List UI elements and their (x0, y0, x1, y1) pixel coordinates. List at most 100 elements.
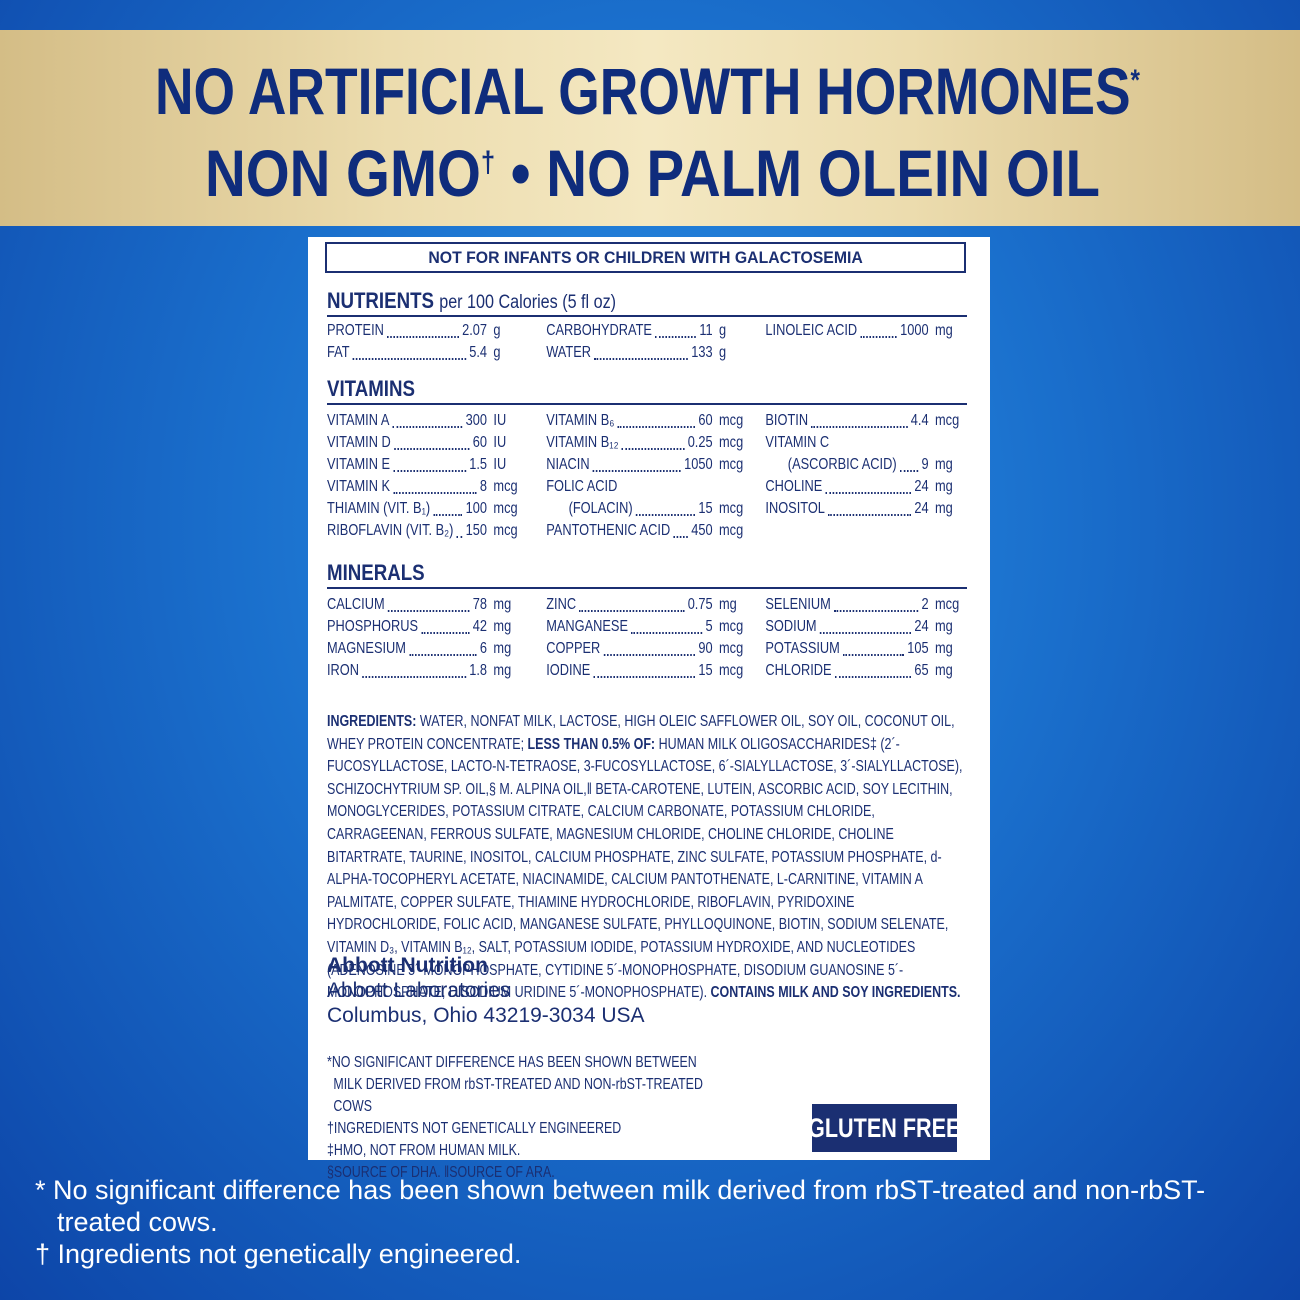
nutrient-amount: 5.4 (469, 344, 487, 361)
nutrient-unit: mcg (719, 618, 744, 635)
nutrient-amount: 60 (698, 412, 713, 429)
leader (592, 470, 681, 472)
table-column: ZINC 0.75 mg MANGANESE 5 mcg COPPER 90 mcg IODINE… (546, 596, 746, 684)
nutrient-name: PHOSPHORUS (327, 618, 419, 635)
nutrient-amount: 2 (921, 596, 929, 613)
footnote: §SOURCE OF DHA. ‖SOURCE OF ARA. (327, 1164, 555, 1181)
leader (860, 336, 897, 338)
table-column: VITAMIN A 300 IU VITAMIN D 60 IU VITAMIN E 1.5 I… (327, 412, 521, 544)
manufacturer-name: Abbott Nutrition (327, 954, 488, 977)
nutrient-amount: 1050 (684, 456, 713, 473)
nutrient-row: COPPER 90 mcg (546, 640, 746, 662)
nutrient-row: FOLIC ACID (546, 478, 746, 500)
nutrient-row: SELENIUM 2 mcg (765, 596, 962, 618)
nutrient-name: FAT (327, 344, 350, 361)
nutrient-amount: 105 (907, 640, 929, 657)
nutrient-amount: 24 (914, 618, 929, 635)
nutrient-row: NIACIN 1050 mcg (546, 456, 746, 478)
table-column: VITAMIN B₆ 60 mcg VITAMIN B₁₂ 0.25 mcg NIACIN 1… (546, 412, 746, 544)
nutrient-amount: 133 (691, 344, 713, 361)
table-column: LINOLEIC ACID 1000 mg (765, 322, 962, 344)
nutrient-name: PROTEIN (327, 322, 384, 339)
footer: * No significant difference has been sho… (35, 1174, 1235, 1270)
nutrient-unit: mg (935, 662, 953, 679)
section-heading: MINERALS (327, 560, 1007, 586)
leader (352, 358, 466, 360)
nutrient-name: THIAMIN (VIT. B₁) (327, 500, 431, 517)
nutrient-unit: mcg (719, 434, 744, 451)
nutrient-amount: 78 (472, 596, 487, 613)
nutrient-amount: 0.75 (687, 596, 713, 613)
footer-note: * No significant difference has been sho… (35, 1175, 1206, 1237)
nutrient-row: CALCIUM 78 mg (327, 596, 521, 618)
ingredients-bold: INGREDIENTS: (327, 713, 417, 730)
nutrient-amount: 90 (698, 640, 713, 657)
leader (393, 470, 466, 472)
banner-text: NO ARTIFICIAL GROWTH HORMONES (155, 54, 1131, 128)
nutrient-amount: 8 (479, 478, 487, 495)
section-rule (327, 587, 967, 589)
leader (811, 426, 908, 428)
nutrient-name: RIBOFLAVIN (VIT. B₂) (327, 522, 454, 539)
nutrient-name: VITAMIN D (327, 434, 391, 451)
banner-mark: * (1131, 64, 1141, 97)
table-column: PROTEIN 2.07 g FAT 5.4 g (327, 322, 521, 366)
nutrient-row: VITAMIN B₆ 60 mcg (546, 412, 746, 434)
leader (834, 676, 912, 678)
nutrient-unit: IU (493, 434, 507, 451)
nutrient-unit: mg (935, 478, 953, 495)
leader (456, 536, 463, 538)
section-rule (327, 315, 967, 317)
nutrient-unit: g (719, 322, 727, 339)
nutrient-row: WATER 133 g (546, 344, 746, 366)
nutrient-name: MAGNESIUM (327, 640, 406, 657)
nutrient-row: INOSITOL 24 mg (765, 500, 962, 522)
nutrient-amount: 42 (472, 618, 487, 635)
nutrient-name: (FOLACIN) (568, 500, 633, 517)
manufacturer-company: Abbott Laboratories (327, 979, 511, 1002)
ingredients-bold: LESS THAN 0.5% OF: (527, 735, 656, 753)
nutrient-row: VITAMIN K 8 mcg (327, 478, 521, 500)
nutrient-name: VITAMIN K (327, 478, 391, 495)
leader (819, 632, 912, 634)
nutrient-unit: mg (493, 662, 512, 679)
banner-line: NO ARTIFICIAL GROWTH HORMONES* (155, 54, 1140, 128)
banner-mark: † (481, 146, 495, 179)
nutrient-unit: mg (935, 456, 953, 473)
warning-box: NOT FOR INFANTS OR CHILDREN WITH GALACTO… (325, 242, 966, 273)
banner-text: • NO PALM OLEIN OIL (495, 136, 1100, 210)
nutrient-unit: g (493, 344, 501, 361)
nutrient-name: IRON (327, 662, 359, 679)
nutrient-amount: 15 (698, 500, 713, 517)
nutrient-row: BIOTIN 4.4 mcg (765, 412, 962, 434)
leader (387, 610, 470, 612)
nutrient-amount: 0.25 (687, 434, 713, 451)
nutrient-name: CALCIUM (327, 596, 385, 613)
leader (433, 514, 463, 516)
nutrient-row: IODINE 15 mcg (546, 662, 746, 684)
nutrient-unit: mcg (935, 596, 960, 613)
nutrient-name: CARBOHYDRATE (546, 322, 652, 339)
banner: NO ARTIFICIAL GROWTH HORMONES* NON GMO† … (0, 30, 1300, 226)
leader (834, 610, 919, 612)
nutrient-unit: mcg (719, 500, 744, 517)
nutrient-amount: 24 (914, 500, 929, 517)
nutrient-amount: 6 (479, 640, 487, 657)
ingredients-text: WATER, NONFAT MILK, LACTOSE, HIGH OLEIC … (327, 713, 955, 753)
nutrient-unit: mcg (493, 522, 518, 539)
table-column: CALCIUM 78 mg PHOSPHORUS 42 mg MAGNESIUM 6 mg IRO… (327, 596, 521, 684)
nutrient-unit: mg (719, 596, 737, 613)
nutrient-name: VITAMIN B₁₂ (546, 434, 619, 451)
nutrient-name: NIACIN (546, 456, 590, 473)
nutrient-name: VITAMIN A (327, 412, 390, 429)
nutrient-row: SODIUM 24 mg (765, 618, 962, 640)
manufacturer-address: Columbus, Ohio 43219-3034 USA (327, 1004, 645, 1027)
nutrient-row: CARBOHYDRATE 11 g (546, 322, 746, 344)
nutrient-unit: mcg (935, 412, 960, 429)
section-subtitle: per 100 Calories (5 fl oz) (439, 292, 617, 313)
nutrient-name: VITAMIN E (327, 456, 391, 473)
banner-text: NON GMO (205, 136, 481, 210)
section-heading: VITAMINS (327, 376, 1007, 402)
leader (387, 336, 459, 338)
